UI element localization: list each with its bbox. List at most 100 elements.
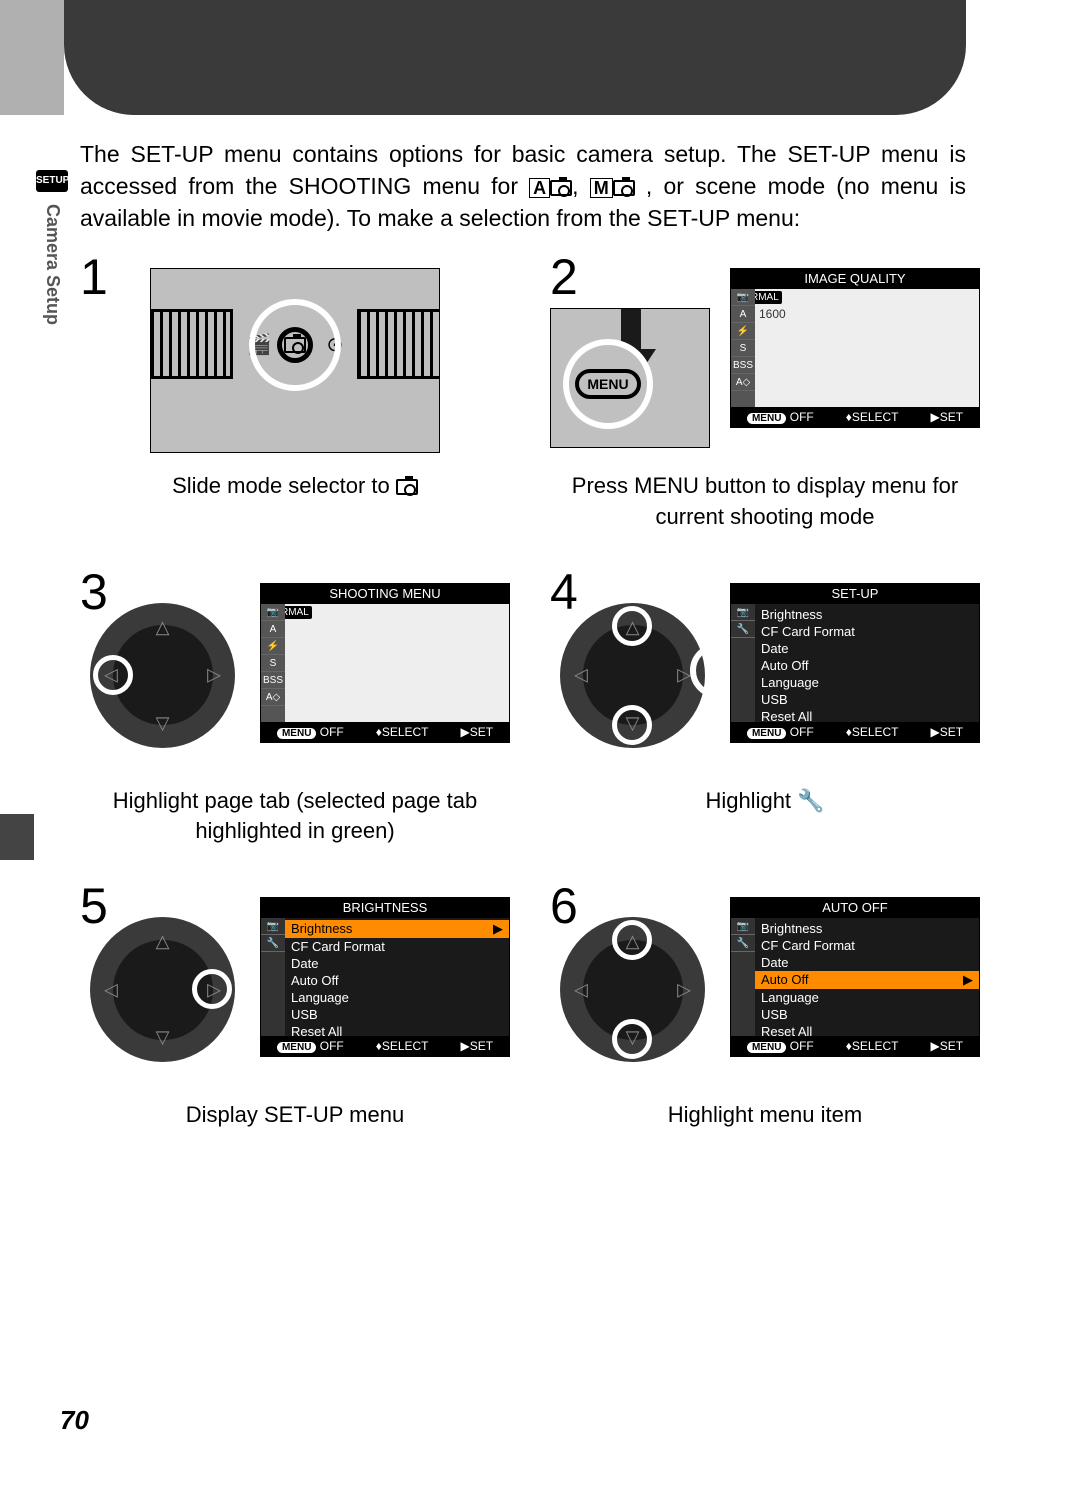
foot-select: ♦SELECT	[376, 1039, 429, 1053]
lcd-sidebar: 📷 🔧	[261, 918, 285, 1036]
dpad-up-icon: △	[156, 617, 170, 638]
dpad: △ ▽ ◁ ▷	[90, 917, 235, 1062]
select-label: SELECT	[852, 1039, 899, 1053]
foot-off: OFF	[790, 410, 814, 424]
side-icon: A	[731, 306, 755, 323]
lcd-footer: MENU OFF ♦SELECT ▶SET	[731, 1036, 979, 1056]
menu-item: Brightness	[755, 920, 979, 937]
lcd-sidebar: 📷 A ⚡ S BSS A◇	[731, 289, 755, 407]
camera-icon	[396, 479, 418, 495]
foot-set: ▶SET	[930, 725, 963, 739]
dpad-left-icon: ◁	[574, 665, 588, 686]
wrench-icon: 🔧	[797, 788, 824, 813]
menu-item: Auto Off	[285, 972, 509, 989]
step-3: 3 △ ▽ ◁ ▷ SHOOTING MENU NORMAL 📷 A	[80, 563, 510, 848]
dpad-left-highlight	[93, 655, 133, 695]
side-icon: ⚡	[261, 638, 285, 655]
submenu-arrow-icon: ▶	[493, 921, 503, 937]
set-label: SET	[940, 725, 963, 739]
step-number: 1	[80, 248, 108, 306]
side-icon: 🔧	[731, 935, 755, 952]
submenu-arrow-icon: ▶	[963, 972, 973, 988]
foot-select: ♦SELECT	[376, 725, 429, 739]
dpad-outer: △ ▽ ◁ ▷	[90, 603, 235, 748]
lcd-title: BRIGHTNESS	[261, 898, 509, 918]
lcd-screen: SHOOTING MENU NORMAL 📷 A ⚡ S BSS A◇ MENU…	[260, 583, 510, 743]
caption-text: Highlight	[705, 788, 797, 813]
dpad-up-highlight	[612, 920, 652, 960]
step-4: 4 △ ▽ ◁ ▷ SET-UP 📷 🔧	[550, 563, 980, 848]
menu-item: Brightness	[755, 606, 979, 623]
side-icon: BSS	[261, 672, 285, 689]
step-2: 2 MENU IMAGE QUALITY NORMAL 📷 A ⚡ S BSS	[550, 248, 980, 533]
dpad-right-icon: ▷	[207, 665, 221, 686]
dpad-down-highlight	[612, 1019, 652, 1059]
lcd-screen: IMAGE QUALITY NORMAL 📷 A ⚡ S BSS A◇ 1600…	[730, 268, 980, 428]
menu-pill: MENU	[747, 728, 786, 739]
set-label: SET	[470, 1039, 493, 1053]
menu-button-ring: MENU	[563, 339, 653, 429]
step-6: 6 △ ▽ ◁ ▷ AUTO OFF 📷 🔧	[550, 877, 980, 1131]
mode-dial-figure: 🎬 ⊙	[150, 268, 440, 453]
dpad-outer: △ ▽ ◁ ▷	[90, 917, 235, 1062]
step-caption: Highlight menu item	[668, 1100, 862, 1131]
lcd-menu-list: Brightness▶ CF Card Format Date Auto Off…	[285, 918, 509, 1036]
lcd-menu-list: Brightness CF Card Format Date Auto Off …	[755, 604, 979, 722]
dpad-right-highlight	[192, 969, 232, 1009]
mode-a-box: A	[529, 178, 550, 198]
dpad-up-icon: △	[156, 931, 170, 952]
side-icon: 📷	[261, 604, 285, 621]
lcd-sidebar: 📷 A ⚡ S BSS A◇	[261, 604, 285, 722]
dial-highlight-ring	[249, 299, 341, 391]
dpad: △ ▽ ◁ ▷	[560, 917, 705, 1062]
page-header-block	[64, 0, 966, 115]
menu-pill: MENU	[277, 1042, 316, 1053]
side-icon: 📷	[731, 604, 755, 621]
menu-button-illustration: MENU	[550, 308, 710, 448]
menu-item-highlighted: Brightness ▶	[285, 920, 509, 938]
select-label: SELECT	[852, 725, 899, 739]
side-icon: 📷	[261, 918, 285, 935]
dpad: △ ▽ ◁ ▷	[90, 603, 235, 748]
dpad-outer: △ ▽ ◁ ▷	[560, 603, 705, 748]
lcd-menu-list: Brightness CF Card Format Date Auto Off▶…	[755, 918, 979, 1036]
foot-off: OFF	[320, 1039, 344, 1053]
dpad-down-highlight	[612, 705, 652, 745]
select-label: SELECT	[382, 1039, 429, 1053]
foot-off: OFF	[790, 1039, 814, 1053]
menu-item: CF Card Format	[755, 937, 979, 954]
menu-item-highlighted: Auto Off ▶	[755, 971, 979, 989]
step-caption: Display SET-UP menu	[186, 1100, 404, 1131]
foot-menu: MENU OFF	[747, 410, 814, 424]
setup-badge: SETUP	[36, 170, 68, 192]
lcd-screen: BRIGHTNESS 📷 🔧 Brightness▶ CF Card Forma…	[260, 897, 510, 1057]
item-label: Auto Off	[761, 972, 808, 988]
dpad-up-highlight	[612, 606, 652, 646]
item-label: Brightness	[291, 921, 352, 937]
foot-select: ♦SELECT	[846, 410, 899, 424]
foot-off: OFF	[790, 725, 814, 739]
step5-figure: △ ▽ ◁ ▷ BRIGHTNESS 📷 🔧 Brightness▶ CF Ca…	[80, 897, 510, 1082]
lcd-screen: AUTO OFF 📷 🔧 Brightness CF Card Format D…	[730, 897, 980, 1057]
foot-off: OFF	[320, 725, 344, 739]
menu-item: USB	[755, 691, 979, 708]
foot-menu: MENU OFF	[747, 725, 814, 739]
lcd-title: IMAGE QUALITY	[731, 269, 979, 289]
menu-pill: MENU	[747, 1042, 786, 1053]
step4-figure: △ ▽ ◁ ▷ SET-UP 📷 🔧 Brightness CF Card F	[550, 583, 980, 768]
select-label: SELECT	[852, 410, 899, 424]
dpad-down-icon: ▽	[156, 713, 170, 734]
dpad-outer: △ ▽ ◁ ▷	[560, 917, 705, 1062]
lcd-screen: SET-UP 📷 🔧 Brightness CF Card Format Dat…	[730, 583, 980, 743]
camera-icon	[613, 180, 635, 196]
side-icon: S	[731, 340, 755, 357]
dpad-down-icon: ▽	[156, 1027, 170, 1048]
foot-set: ▶SET	[930, 410, 963, 424]
foot-set: ▶SET	[930, 1039, 963, 1053]
foot-set: ▶SET	[460, 725, 493, 739]
lcd-footer: MENU OFF ♦SELECT ▶SET	[731, 722, 979, 742]
side-icon: ⚡	[731, 323, 755, 340]
set-label: SET	[940, 1039, 963, 1053]
side-icon: A◇	[731, 374, 755, 391]
dpad-right-icon: ▷	[677, 665, 691, 686]
